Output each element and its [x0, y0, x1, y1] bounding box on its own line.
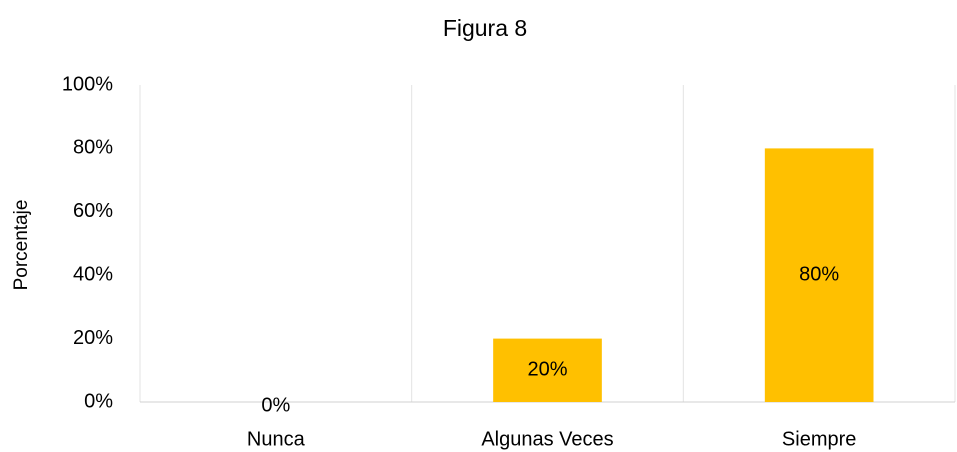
- y-tick-label: 0%: [84, 390, 113, 412]
- y-tick-label: 80%: [73, 137, 113, 159]
- bar: [493, 338, 602, 402]
- x-tick-label: Algunas Veces: [481, 428, 613, 450]
- y-tick-label: 40%: [73, 263, 113, 285]
- y-tick-label: 60%: [73, 200, 113, 222]
- data-label: 20%: [527, 359, 567, 381]
- y-axis-label: Porcentaje: [11, 200, 32, 291]
- y-tick-label: 100%: [62, 73, 113, 95]
- bar: [764, 148, 874, 402]
- x-tick-label: Siempre: [782, 428, 856, 450]
- data-label: 0%: [261, 394, 290, 416]
- y-tick-label: 20%: [73, 327, 113, 349]
- data-label: 80%: [799, 263, 839, 285]
- x-tick-label: Nunca: [247, 428, 306, 450]
- chart-title: Figura 8: [443, 15, 527, 41]
